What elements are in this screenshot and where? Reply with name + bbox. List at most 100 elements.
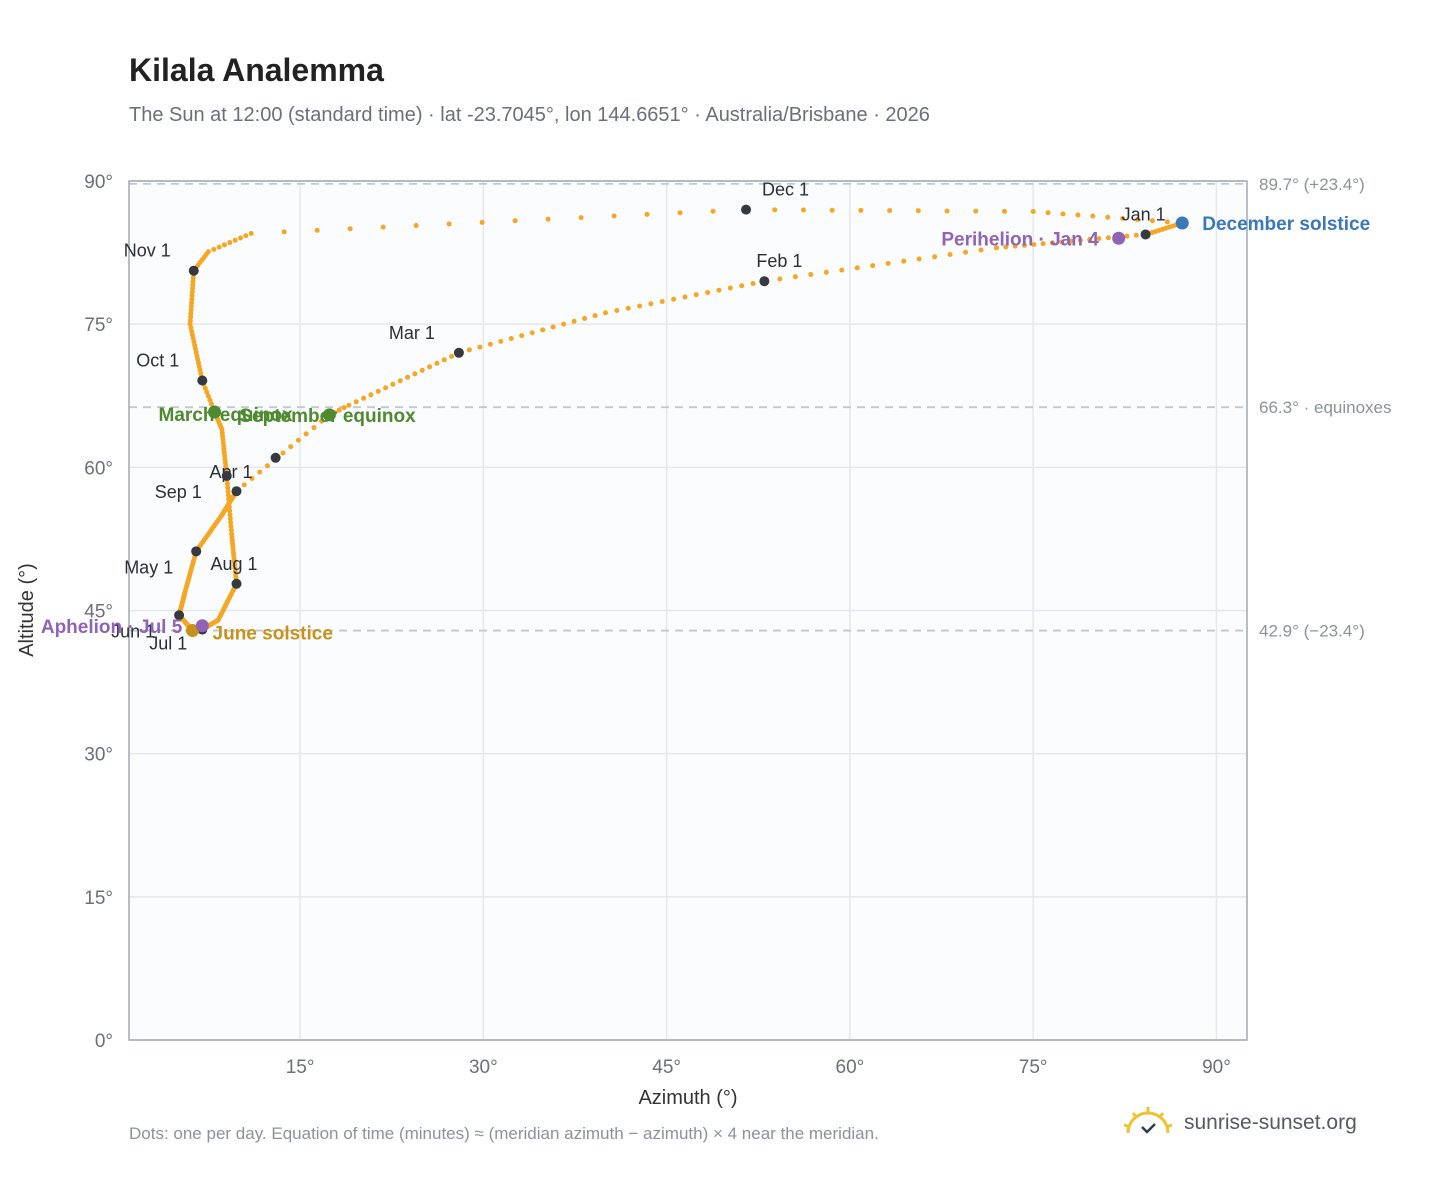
reference-line-label: 89.7° (+23.4°): [1259, 175, 1365, 194]
daily-dot: [571, 318, 577, 324]
daily-dot: [916, 256, 922, 262]
daily-dot: [375, 388, 381, 394]
daily-dot: [228, 520, 234, 526]
month-marker: [188, 265, 199, 276]
daily-dot: [205, 249, 211, 255]
daily-dot: [592, 313, 598, 319]
daily-dot: [1045, 210, 1051, 216]
daily-dot: [353, 399, 359, 405]
daily-dot: [243, 233, 249, 239]
daily-dot: [189, 296, 195, 302]
daily-dot: [519, 333, 525, 339]
daily-dot: [800, 207, 806, 213]
sun-logo-icon: [1123, 1107, 1173, 1134]
month-marker: [741, 204, 752, 215]
brand[interactable]: sunrise-sunset.org: [1122, 1103, 1357, 1143]
daily-dot: [682, 294, 688, 300]
daily-dot: [1059, 239, 1065, 245]
month-marker-label: Apr 1: [210, 462, 253, 482]
daily-dot: [1060, 211, 1066, 217]
month-marker-label: Aug 1: [211, 554, 258, 574]
daily-dot: [1075, 212, 1081, 218]
month-marker-label: Mar 1: [389, 323, 435, 343]
event-marker: [195, 619, 209, 633]
daily-dot: [1105, 214, 1111, 220]
daily-dot: [677, 210, 683, 216]
daily-dot: [625, 305, 631, 311]
daily-dot: [858, 207, 864, 213]
daily-dot: [823, 269, 829, 275]
daily-dot: [1040, 241, 1046, 247]
x-tick-label: 60°: [836, 1057, 865, 1078]
event-marker: [208, 405, 222, 419]
daily-dot: [582, 315, 588, 321]
daily-dot: [1012, 243, 1018, 249]
month-marker-label: Feb 1: [756, 251, 802, 271]
axis-tick-labels: 15° 30° 45° 60° 75° 90° 0° 15° 30° 45° 60° 75° 90°: [84, 172, 1231, 1078]
daily-dot: [1049, 240, 1055, 246]
daily-dot: [225, 492, 231, 498]
daily-dot: [854, 265, 860, 271]
daily-dot: [211, 246, 217, 252]
daily-dot: [648, 301, 654, 307]
daily-dot: [336, 407, 342, 413]
daily-dot: [1030, 209, 1036, 215]
event-marker: [1175, 216, 1189, 230]
event-label: Aphelion · Jul 5: [41, 617, 183, 638]
daily-dot: [1087, 236, 1093, 242]
daily-dot: [915, 208, 921, 214]
daily-dot: [216, 244, 222, 250]
daily-dot: [368, 392, 374, 398]
daily-dot: [1077, 237, 1083, 243]
daily-dot: [226, 504, 232, 510]
daily-dot: [512, 218, 518, 224]
month-marker: [221, 470, 232, 481]
chart-title: Kilala Analemma: [129, 52, 384, 88]
daily-dot: [232, 237, 238, 243]
daily-dot: [932, 254, 938, 260]
daily-dot: [529, 330, 535, 336]
daily-dot: [288, 444, 294, 450]
daily-dot: [189, 300, 195, 306]
daily-dot: [1031, 241, 1037, 247]
daily-dot: [1105, 235, 1111, 241]
daily-dot: [963, 249, 969, 255]
daily-dot: [561, 321, 567, 327]
month-marker-label: Jan 1: [1122, 204, 1166, 224]
daily-dot: [578, 215, 584, 221]
y-tick-label: 30°: [84, 745, 113, 766]
daily-dot: [887, 208, 893, 214]
daily-dot: [189, 289, 195, 295]
daily-dot: [419, 367, 425, 373]
daily-dot: [727, 285, 733, 291]
daily-dot: [466, 347, 472, 353]
daily-dot: [1021, 242, 1027, 248]
daily-dot: [659, 298, 665, 304]
daily-dot: [227, 516, 233, 522]
daily-dot: [901, 258, 907, 264]
daily-dot: [1124, 233, 1130, 239]
daily-dot: [508, 335, 514, 341]
daily-dot: [204, 389, 210, 395]
reference-line-label: 66.3° · equinoxes: [1259, 398, 1392, 417]
y-tick-label: 60°: [84, 458, 113, 479]
month-marker: [453, 347, 464, 358]
daily-dot: [397, 378, 403, 384]
daily-dot: [777, 276, 783, 282]
daily-dot: [944, 208, 950, 214]
daily-dot: [498, 338, 504, 344]
daily-dot: [207, 397, 213, 403]
daily-dot: [1001, 208, 1007, 214]
daily-dot: [303, 431, 309, 437]
daily-dot: [188, 310, 194, 316]
daily-dot: [228, 527, 234, 533]
month-marker-label: Sep 1: [155, 482, 202, 502]
daily-dot: [716, 287, 722, 293]
daily-dot: [311, 425, 317, 431]
daily-dot: [390, 381, 396, 387]
month-marker-label: Jul 1: [149, 634, 187, 654]
daily-dot: [413, 223, 419, 229]
daily-dot: [229, 531, 235, 537]
daily-dot: [281, 229, 287, 235]
daily-dot: [405, 374, 411, 380]
